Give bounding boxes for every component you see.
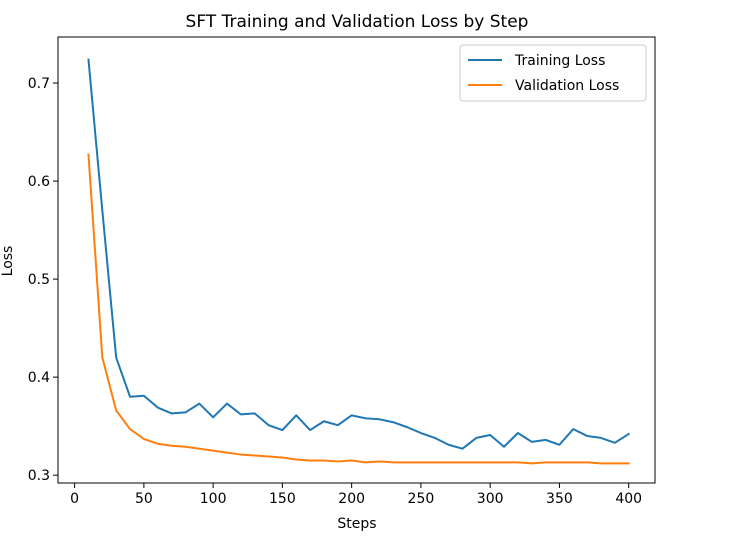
y-tick-label: 0.3 bbox=[28, 468, 50, 484]
series-line-training-loss bbox=[87, 58, 631, 450]
x-tick-label: 150 bbox=[269, 491, 296, 507]
x-tick-label: 300 bbox=[477, 491, 504, 507]
series-line-validation-loss bbox=[87, 153, 630, 465]
x-axis-label: Steps bbox=[337, 516, 376, 532]
x-tick-label: 0 bbox=[70, 491, 79, 507]
y-tick-label: 0.4 bbox=[28, 370, 50, 386]
y-tick-label: 0.7 bbox=[28, 76, 50, 92]
y-tick-label: 0.6 bbox=[28, 174, 50, 190]
plot-frame bbox=[57, 36, 656, 484]
chart-title: SFT Training and Validation Loss by Step bbox=[186, 12, 529, 32]
x-tick-label: 250 bbox=[408, 491, 435, 507]
legend-box bbox=[459, 44, 647, 102]
x-tick-label: 50 bbox=[135, 491, 153, 507]
y-tick-label: 0.5 bbox=[28, 272, 50, 288]
x-tick-label: 400 bbox=[615, 491, 642, 507]
legend-label: Validation Loss bbox=[515, 78, 619, 94]
legend-label: Training Loss bbox=[514, 53, 605, 69]
x-tick-label: 100 bbox=[200, 491, 227, 507]
plot-layer: 0 50 100 150 200 250 300 350 400 0.3 0.4 0.5 0.6 0.7 T… bbox=[28, 36, 656, 507]
x-tick-label: 350 bbox=[546, 491, 573, 507]
y-axis-label: Loss bbox=[0, 246, 16, 277]
x-tick-label: 200 bbox=[338, 491, 365, 507]
